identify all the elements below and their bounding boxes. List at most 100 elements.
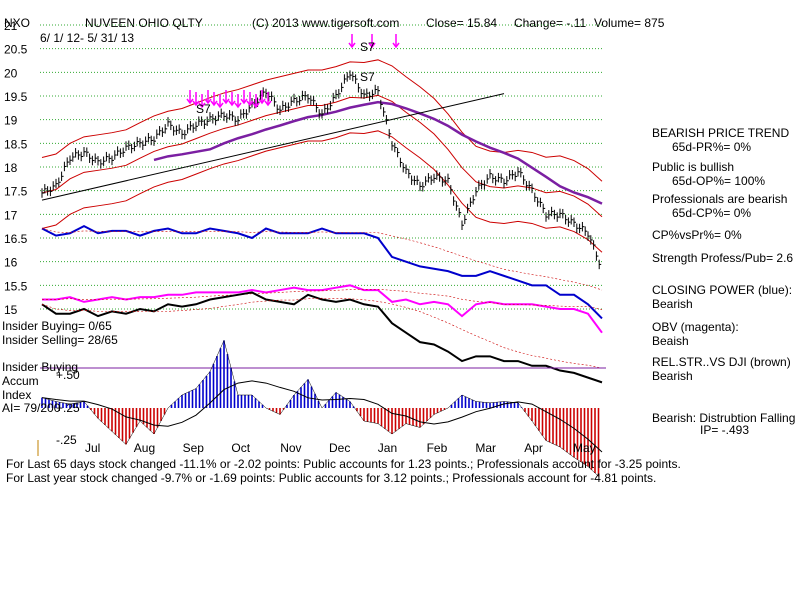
y-tick-label: 17 xyxy=(4,208,18,222)
x-tick-label: Feb xyxy=(427,441,448,455)
copyright: (C) 2013 www.tigersoft.com xyxy=(252,16,399,30)
close-value: Close= 15.84 xyxy=(426,16,497,30)
y-tick-label: 16.5 xyxy=(4,232,28,246)
y-tick-label: 18 xyxy=(4,161,18,175)
stock-name: NUVEEN OHIO QLTY xyxy=(85,16,203,30)
x-tick-label: Mar xyxy=(475,441,496,455)
ip-value: IP= -.493 xyxy=(700,423,750,437)
buy-arrow-head xyxy=(222,98,230,105)
buy-arrow-head xyxy=(234,102,242,109)
buy-arrow-head xyxy=(210,100,218,107)
x-axis-months: Jul Aug Sep Oct Nov Dec Jan Feb Mar Apr May xyxy=(85,441,596,455)
closing-power-line-ma xyxy=(41,228,603,291)
y-tick-label: 20.5 xyxy=(4,43,28,57)
relstr-value: Bearish xyxy=(652,369,693,383)
cp-vs-pr: CP%vsPr%= 0% xyxy=(652,228,742,242)
ticker-label: NXO xyxy=(4,16,30,30)
x-tick-label: Nov xyxy=(280,441,301,455)
date-range: 6/ 1/ 12- 5/ 31/ 13 xyxy=(40,31,134,45)
buy-arrow-head xyxy=(192,100,200,107)
sell-arrow-head xyxy=(368,42,376,49)
ai-value: AI= 79/200 xyxy=(2,401,61,415)
lower-band xyxy=(41,130,603,253)
index-label: Index xyxy=(2,388,31,402)
y-tick-label: 15 xyxy=(4,303,18,317)
accum-outline xyxy=(41,339,599,477)
accum-plus50-label: +.50 xyxy=(56,368,80,382)
insider-selling-count: Insider Selling= 28/65 xyxy=(2,333,118,347)
upper-band xyxy=(41,59,603,182)
buy-arrow-head xyxy=(252,102,260,109)
y-tick-label: 19.5 xyxy=(4,90,28,104)
pr-value: 65d-PR%= 0% xyxy=(672,140,752,154)
public-label: Public is bullish xyxy=(652,160,735,174)
buy-arrow-head xyxy=(246,100,254,107)
y-tick-label: 21 xyxy=(4,19,18,33)
obv-value: Beaish xyxy=(652,334,689,348)
change-value: Change= -.11 xyxy=(514,16,586,30)
signal-label: S7 xyxy=(360,70,375,84)
indicator-lines xyxy=(41,225,603,384)
x-tick-label: Dec xyxy=(329,441,350,455)
closing-power-value: Bearish xyxy=(652,297,693,311)
accum-ma xyxy=(41,380,603,453)
signal-label: S7 xyxy=(360,40,375,54)
cp-value: 65d-CP%= 0% xyxy=(672,206,752,220)
buy-arrow-head xyxy=(240,98,248,105)
relstr-line xyxy=(41,291,603,384)
buy-arrow-head xyxy=(198,102,206,109)
x-tick-label: Jul xyxy=(85,441,100,455)
y-tick-label: 16 xyxy=(4,256,18,270)
footer-last-year: For Last year stock changed -9.7% or -1.… xyxy=(6,471,657,485)
x-tick-label: Apr xyxy=(524,441,543,455)
x-tick-label: Sep xyxy=(183,441,205,455)
signal-label: S7 xyxy=(196,102,211,116)
x-tick-label: Oct xyxy=(231,441,250,455)
closing-power-label: CLOSING POWER (blue): xyxy=(652,283,793,297)
buy-arrow-head xyxy=(228,100,236,107)
moving-average-65d xyxy=(153,100,603,205)
insider-buying-label: Insider Buying xyxy=(2,360,78,374)
trendline xyxy=(41,93,505,201)
obv-line-ma xyxy=(42,288,603,310)
accum-index-panel xyxy=(41,339,603,477)
buy-arrow-head xyxy=(204,98,212,105)
x-tick-label: May xyxy=(573,441,596,455)
price-y-axis: 21 20.5 20 19.5 19 18.5 18 17.5 17 16.5 16 15.5 15 xyxy=(4,19,28,317)
relstr-label: REL.STR..VS DJI (brown) xyxy=(652,355,791,369)
signal-annotations: S7 S7 S7 xyxy=(186,34,400,116)
y-tick-label: 19 xyxy=(4,114,18,128)
x-tick-label: Jan xyxy=(378,441,397,455)
y-tick-label: 17.5 xyxy=(4,185,28,199)
strength-value: Strength Profess/Pub= 2.6 xyxy=(652,251,794,265)
accum-plus25-label: +.25 xyxy=(56,401,80,415)
buy-arrow-head xyxy=(216,102,224,109)
closing-power-line xyxy=(41,225,603,320)
obv-line xyxy=(42,284,603,334)
price-gridlines xyxy=(40,24,604,310)
x-tick-label: Aug xyxy=(134,441,155,455)
y-tick-label: 18.5 xyxy=(4,137,28,151)
moving-average-21d xyxy=(41,94,603,218)
professionals-label: Professionals are bearish xyxy=(652,192,788,206)
volume-value: Volume= 875 xyxy=(594,16,665,30)
buy-arrow-head xyxy=(264,100,272,107)
accum-minus25-label: -.25 xyxy=(56,433,77,447)
trend-title: BEARISH PRICE TREND xyxy=(652,126,790,140)
insider-buying-count: Insider Buying= 0/65 xyxy=(2,319,112,333)
op-value: 65d-OP%= 100% xyxy=(672,174,766,188)
moving-average-bands xyxy=(41,59,603,253)
sell-arrow-head xyxy=(392,42,400,49)
y-tick-label: 20 xyxy=(4,66,18,80)
price-bars xyxy=(41,70,602,270)
relstr-line-ma xyxy=(41,297,603,369)
distribution-label: Bearish: Distrubtion Falling xyxy=(652,411,796,425)
accum-label: Accum xyxy=(2,374,39,388)
sell-arrow-head xyxy=(348,42,356,49)
buy-arrow-head xyxy=(186,98,194,105)
footer-65-days: For Last 65 days stock changed -11.1% or… xyxy=(6,457,681,471)
y-tick-label: 15.5 xyxy=(4,279,28,293)
obv-label: OBV (magenta): xyxy=(652,320,739,334)
buy-arrow-head xyxy=(258,98,266,105)
